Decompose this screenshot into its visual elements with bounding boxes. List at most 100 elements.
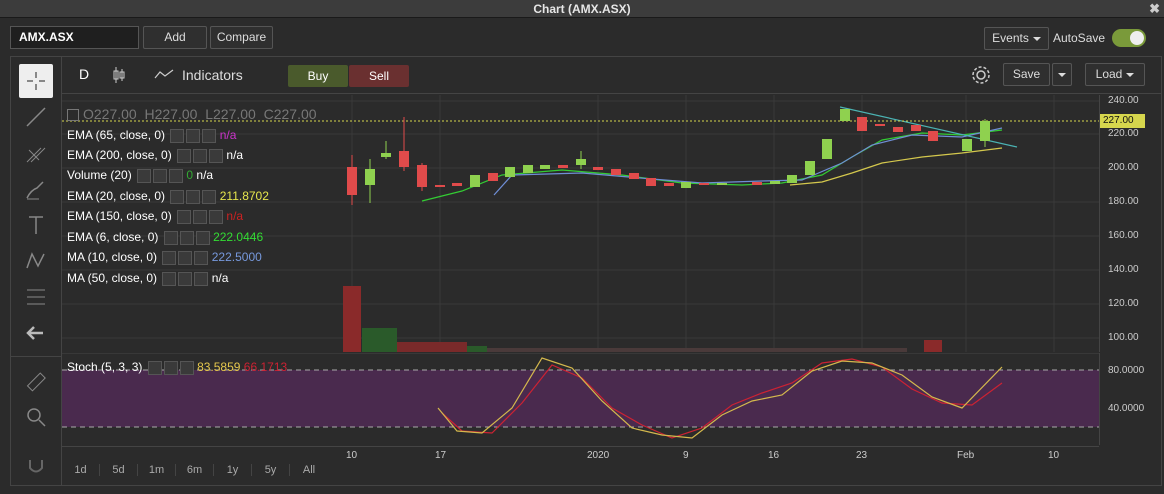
y-tick: 140.00 [1108, 264, 1139, 275]
eye-icon[interactable] [162, 250, 177, 265]
candle [505, 167, 515, 177]
magnet-icon[interactable] [19, 448, 53, 482]
close-icon[interactable] [179, 360, 194, 375]
indicator-value: n/a [211, 271, 229, 285]
zoom-icon[interactable] [19, 400, 53, 434]
close-icon[interactable] [202, 189, 217, 204]
candle [629, 173, 639, 179]
autosave-toggle[interactable] [1112, 29, 1146, 47]
eye-icon[interactable] [147, 360, 162, 375]
indicator-value: n/a [219, 128, 237, 142]
text-icon[interactable] [19, 208, 53, 242]
close-icon[interactable] [202, 128, 217, 143]
candle [840, 109, 850, 121]
close-icon[interactable] [194, 250, 209, 265]
indicator-name: EMA (20, close, 0) [67, 189, 166, 203]
candle [381, 153, 391, 157]
settings-gear-icon[interactable] [970, 64, 992, 89]
sell-button[interactable]: Sell [349, 65, 409, 87]
candle [470, 175, 480, 187]
gear-icon[interactable] [179, 230, 194, 245]
indicator-row[interactable]: MA (50, close, 0) n/a [67, 269, 228, 287]
indicator-row[interactable]: MA (10, close, 0) 222.5000 [67, 248, 262, 266]
gear-icon[interactable] [193, 209, 208, 224]
gear-icon[interactable] [178, 271, 193, 286]
candlestick-icon[interactable] [111, 64, 127, 89]
fork-icon[interactable] [19, 136, 53, 170]
eye-icon[interactable] [162, 271, 177, 286]
indicator-value: 0 [186, 168, 194, 182]
price-axis: 240.00 220.00 200.00 180.00 160.00 140.0… [1099, 95, 1162, 352]
close-icon[interactable] [209, 148, 224, 163]
close-icon[interactable] [169, 168, 184, 183]
close-icon[interactable] [209, 209, 224, 224]
candle [593, 167, 603, 170]
close-icon[interactable] [195, 230, 210, 245]
eye-icon[interactable] [170, 128, 185, 143]
stoch-chart[interactable] [62, 353, 1099, 445]
candle [717, 183, 727, 185]
symbol-input[interactable]: AMX.ASX [10, 26, 139, 49]
x-tick: 10 [346, 450, 358, 461]
eye-icon[interactable] [177, 148, 192, 163]
indicators-button[interactable]: Indicators [182, 67, 243, 83]
indicator-row[interactable]: EMA (20, close, 0) 211.8702 [67, 187, 269, 205]
indicator-row[interactable]: EMA (6, close, 0) 222.0446 [67, 228, 263, 246]
fibonacci-icon[interactable] [19, 280, 53, 314]
events-dropdown[interactable]: Events [984, 27, 1049, 50]
stoch-axis: 80.0000 40.0000 [1099, 353, 1162, 445]
gear-icon[interactable] [186, 189, 201, 204]
interval-selector[interactable]: D [79, 66, 90, 82]
gear-icon[interactable] [193, 148, 208, 163]
pattern-icon[interactable] [19, 244, 53, 278]
eye-icon[interactable] [177, 209, 192, 224]
compare-button[interactable]: Compare [210, 26, 273, 49]
indicator-row[interactable]: EMA (150, close, 0) n/a [67, 207, 243, 225]
save-button[interactable]: Save [1003, 63, 1050, 86]
period-1m[interactable]: 1m [138, 464, 176, 476]
close-icon[interactable]: ✖ [1149, 1, 1160, 16]
candle [664, 183, 674, 186]
period-5d[interactable]: 5d [100, 464, 138, 476]
candle [576, 159, 586, 165]
gear-icon[interactable] [186, 128, 201, 143]
period-all[interactable]: All [302, 464, 316, 476]
stoch-legend[interactable]: Stoch (5, 3, 3) 83.5859 66.1713 [67, 358, 287, 376]
indicator-name: EMA (6, close, 0) [67, 230, 159, 244]
back-arrow-icon[interactable] [19, 316, 53, 350]
eye-icon[interactable] [137, 168, 152, 183]
save-menu-button[interactable] [1052, 63, 1072, 86]
gear-icon[interactable] [163, 360, 178, 375]
events-label: Events [992, 31, 1029, 45]
indicator-row[interactable]: EMA (200, close, 0) n/a [67, 146, 243, 164]
period-selector: 1d 5d 1m 6m 1y 5y All [62, 464, 328, 484]
collapse-icon[interactable] [67, 109, 79, 122]
candle [928, 131, 938, 141]
stoch-d-line [441, 358, 1003, 439]
indicator-value: n/a [226, 209, 244, 223]
ruler-icon[interactable] [19, 366, 53, 400]
brush-icon[interactable] [19, 172, 53, 206]
buy-button[interactable]: Buy [288, 65, 348, 87]
eye-icon[interactable] [163, 230, 178, 245]
load-button[interactable]: Load [1085, 63, 1145, 86]
trendline-icon[interactable] [19, 100, 53, 134]
period-5y[interactable]: 5y [252, 464, 290, 476]
period-6m[interactable]: 6m [176, 464, 214, 476]
crosshair-icon[interactable] [19, 64, 53, 98]
gear-icon[interactable] [153, 168, 168, 183]
indicator-name: EMA (65, close, 0) [67, 128, 166, 142]
close-icon[interactable] [194, 271, 209, 286]
period-1y[interactable]: 1y [214, 464, 252, 476]
indicator-row[interactable]: EMA (65, close, 0) n/a [67, 126, 236, 144]
indicator-row[interactable]: Volume (20) 0 n/a [67, 166, 213, 184]
candle [399, 151, 409, 167]
add-button[interactable]: Add [143, 26, 207, 49]
period-1d[interactable]: 1d [62, 464, 100, 476]
eye-icon[interactable] [170, 189, 185, 204]
gear-icon[interactable] [178, 250, 193, 265]
price-chart[interactable] [62, 95, 1099, 352]
x-tick: 23 [856, 450, 868, 461]
candle [787, 175, 797, 183]
candle [523, 165, 533, 173]
